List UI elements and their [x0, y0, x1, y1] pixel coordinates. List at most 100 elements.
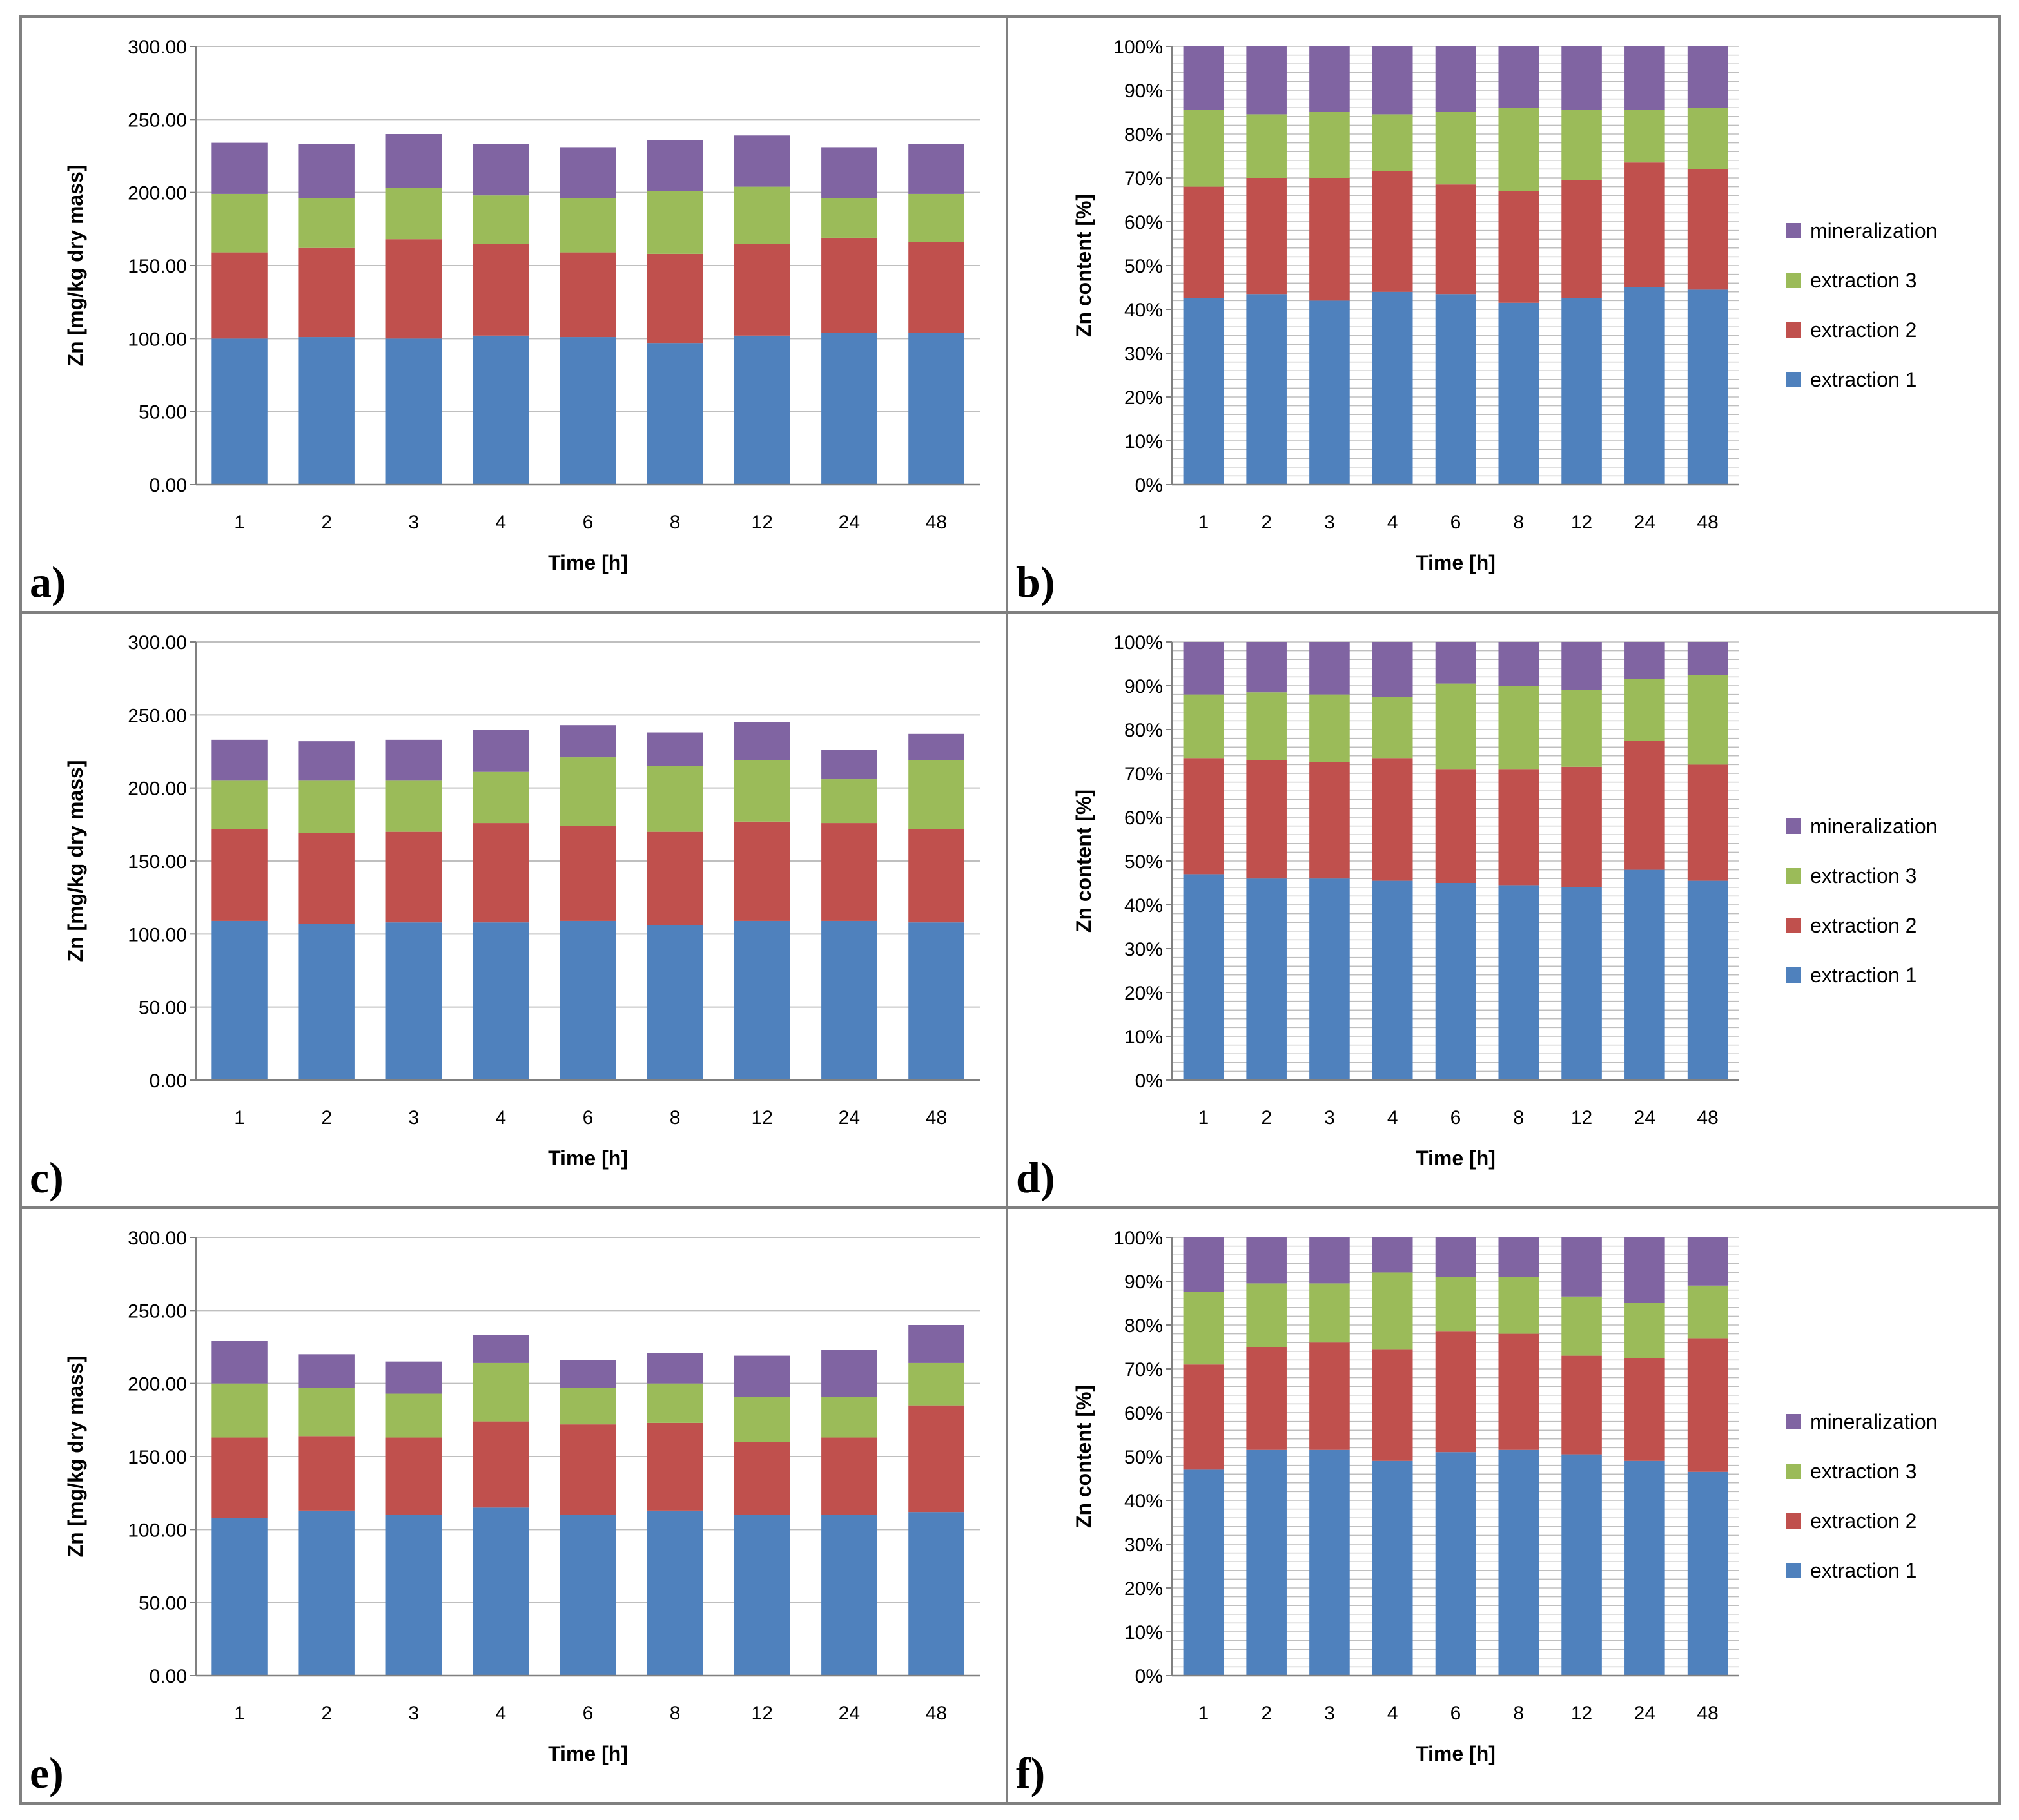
- bar-extraction-3-48: [1687, 1285, 1728, 1339]
- bar-extraction-2-2: [298, 833, 355, 924]
- bar-extraction-2-4: [1372, 758, 1413, 881]
- x-tick-label: 4: [496, 1107, 507, 1128]
- bar-extraction-3-6: [560, 757, 616, 826]
- bars: [1183, 642, 1728, 1080]
- bar-extraction-2-4: [473, 1421, 529, 1508]
- y-tick-label: 200.00: [128, 779, 187, 800]
- bar-extraction-1-8: [1498, 302, 1539, 485]
- legend-swatch-extraction-1: [1786, 372, 1801, 387]
- bar-extraction-3-8: [1498, 686, 1539, 770]
- y-tick-label: 10%: [1124, 1622, 1163, 1643]
- y-tick-label: 60%: [1124, 808, 1163, 829]
- y-tick-label: 0%: [1135, 1666, 1163, 1687]
- bar-extraction-3-1: [1183, 694, 1224, 759]
- x-tick-label: 8: [1513, 1107, 1524, 1128]
- bar-extraction-3-4: [1372, 114, 1413, 171]
- y-tick-label: 200.00: [128, 183, 187, 204]
- bar-mineralization-4: [473, 730, 529, 772]
- bar-extraction-2-48: [1687, 1338, 1728, 1472]
- legend: mineralization extraction 3 extraction 2 ex…: [1786, 815, 1937, 987]
- bar-mineralization-2: [298, 741, 355, 781]
- x-tick-label: 1: [1198, 1107, 1209, 1128]
- bar-extraction-3-24: [1624, 110, 1665, 163]
- x-tick-label: 3: [408, 512, 419, 533]
- x-tick-labels: 1 2 3 4 6 8 12 24 48: [1198, 1107, 1719, 1128]
- bar-extraction-1-24: [821, 920, 877, 1080]
- x-tick-label: 1: [1198, 512, 1209, 533]
- bar-mineralization-48: [908, 144, 964, 194]
- bar-extraction-3-48: [1687, 675, 1728, 765]
- panel-label: f): [1016, 1748, 1045, 1797]
- bar-extraction-2-1: [1183, 186, 1224, 298]
- bar-extraction-2-1: [1183, 758, 1224, 875]
- bar-extraction-1-24: [1624, 1460, 1665, 1676]
- bar-extraction-2-2: [298, 247, 355, 338]
- bar-mineralization-48: [1687, 1237, 1728, 1286]
- bar-mineralization-3: [1309, 1237, 1350, 1284]
- legend-label-extraction-2: extraction 2: [1810, 914, 1917, 937]
- y-tick-label: 60%: [1124, 212, 1163, 233]
- y-tick-labels: 0.00 50.00 100.00 150.00 200.00 250.00 300.00: [128, 37, 196, 496]
- bar-extraction-3-3: [1309, 1283, 1350, 1343]
- y-tick-label: 0.00: [150, 475, 187, 496]
- bar-extraction-2-3: [385, 1437, 442, 1515]
- bar-extraction-1-48: [1687, 880, 1728, 1080]
- x-tick-label: 3: [408, 1107, 419, 1128]
- bar-extraction-2-3: [1309, 1342, 1350, 1450]
- chart-panel-b: 0%10%20%30%40%50%60%70%80%90%100%1 2 3 4 6 8 1…: [1016, 37, 1937, 606]
- x-tick-label: 4: [1387, 512, 1398, 533]
- bar-extraction-3-1: [211, 193, 268, 253]
- legend-swatch-extraction-3: [1786, 868, 1801, 884]
- legend-label-extraction-1: extraction 1: [1810, 963, 1917, 987]
- x-tick-label: 48: [926, 512, 947, 533]
- x-tick-label: 12: [1571, 1703, 1592, 1724]
- bar-mineralization-1: [1183, 46, 1224, 110]
- bar-mineralization-8: [1498, 1237, 1539, 1277]
- x-tick-label: 6: [583, 512, 594, 533]
- y-tick-label: 40%: [1124, 300, 1163, 321]
- legend-swatch-extraction-2: [1786, 918, 1801, 933]
- bar-extraction-2-6: [1435, 184, 1476, 295]
- bar-extraction-2-24: [1624, 162, 1665, 287]
- bar-mineralization-3: [385, 134, 442, 188]
- bar-extraction-1-4: [473, 922, 529, 1080]
- bar-extraction-2-8: [1498, 769, 1539, 886]
- x-tick-label: 48: [1697, 512, 1718, 533]
- bar-extraction-3-4: [1372, 1272, 1413, 1350]
- bar-extraction-2-24: [821, 1437, 877, 1515]
- bar-extraction-3-2: [1246, 1283, 1287, 1347]
- y-tick-label: 70%: [1124, 1359, 1163, 1380]
- bar-extraction-1-1: [1183, 298, 1224, 485]
- bar-extraction-3-12: [734, 186, 790, 244]
- x-tick-labels: 1 2 3 4 6 8 12 24 48: [234, 1107, 947, 1128]
- bar-extraction-3-24: [821, 779, 877, 824]
- bar-extraction-2-6: [560, 252, 616, 338]
- y-tick-label: 250.00: [128, 110, 187, 131]
- x-axis-title: Time [h]: [548, 551, 628, 574]
- bar-extraction-1-8: [647, 925, 703, 1080]
- bar-extraction-1-48: [908, 333, 964, 485]
- bar-extraction-1-48: [908, 1512, 964, 1676]
- bar-extraction-1-1: [1183, 874, 1224, 1080]
- y-tick-label: 0%: [1135, 475, 1163, 496]
- x-tick-label: 2: [1261, 512, 1272, 533]
- chart-panel-a: 0.00 50.00 100.00 150.00 200.00 250.00 300.00 1…: [30, 37, 980, 606]
- x-tick-label: 24: [1634, 1703, 1655, 1724]
- bar-extraction-1-48: [908, 922, 964, 1080]
- bar-extraction-1-6: [1435, 1452, 1476, 1676]
- bar-extraction-3-1: [211, 1383, 268, 1438]
- y-axis-title: Zn [mg/kg dry mass]: [64, 760, 87, 962]
- bar-extraction-2-4: [473, 244, 529, 336]
- y-tick-label: 100.00: [128, 924, 187, 945]
- bar-extraction-2-3: [1309, 178, 1350, 301]
- y-tick-label: 60%: [1124, 1403, 1163, 1424]
- bar-extraction-3-2: [298, 1388, 355, 1437]
- bar-extraction-1-3: [385, 1515, 442, 1676]
- bar-extraction-1-2: [298, 337, 355, 485]
- bars: [211, 134, 964, 485]
- bar-extraction-1-48: [1687, 289, 1728, 485]
- bar-mineralization-2: [298, 1354, 355, 1388]
- x-tick-label: 24: [839, 512, 860, 533]
- legend-label-extraction-3: extraction 3: [1810, 1460, 1917, 1483]
- legend-swatch-extraction-2: [1786, 322, 1801, 338]
